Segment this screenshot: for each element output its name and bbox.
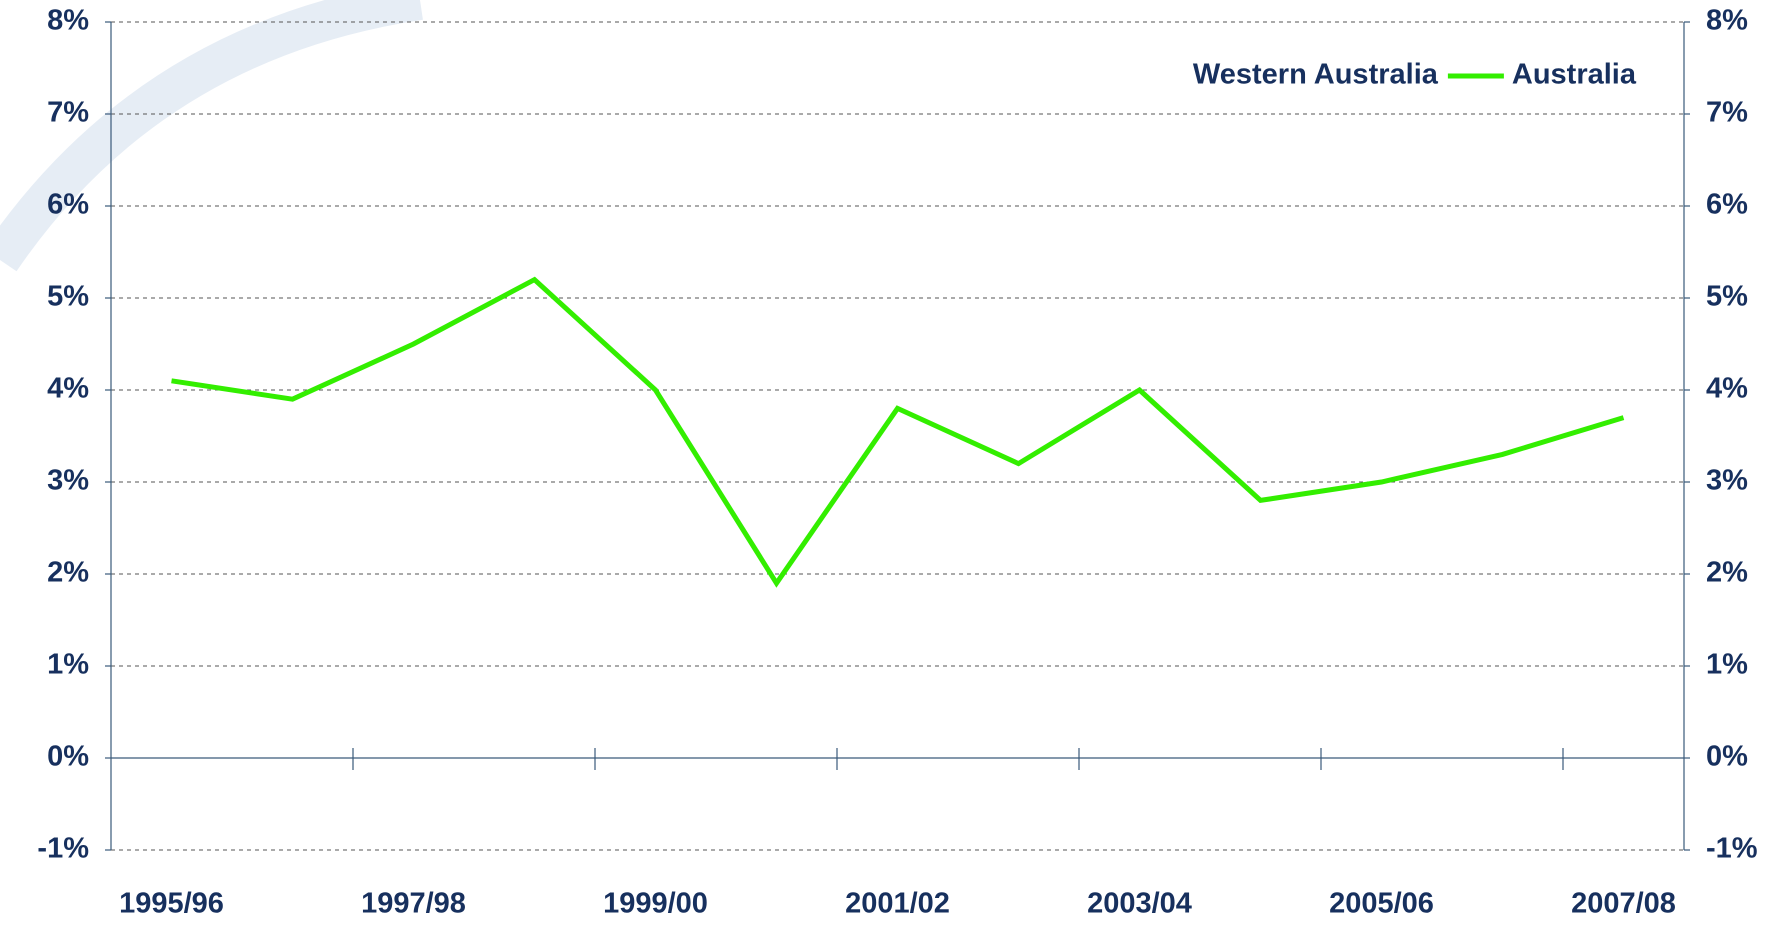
page: {"chart_data": {"type": "line", "categor… — [0, 0, 1781, 933]
y2-tick-label: 6% — [1706, 189, 1748, 221]
y2-tick-label: 2% — [1706, 557, 1748, 589]
y-tick-label: 3% — [47, 465, 89, 497]
y2-tick-label: 1% — [1706, 649, 1748, 681]
series-line — [172, 280, 1624, 584]
x-tick-label: 2005/06 — [1329, 888, 1434, 920]
y-tick-label: 7% — [47, 97, 89, 129]
x-tick-label: 1997/98 — [361, 888, 466, 920]
legend-label: Western Australia — [1193, 59, 1439, 91]
y2-tick-label: 8% — [1706, 5, 1748, 37]
y2-tick-label: 4% — [1706, 373, 1748, 405]
y2-tick-label: 5% — [1706, 281, 1748, 313]
y-tick-label: 0% — [47, 741, 89, 773]
x-tick-label: 1999/00 — [603, 888, 708, 920]
y2-tick-label: 0% — [1706, 741, 1748, 773]
y-tick-label: 6% — [47, 189, 89, 221]
x-tick-label: 1995/96 — [119, 888, 224, 920]
y-tick-label: 8% — [47, 5, 89, 37]
x-tick-label: 2001/02 — [845, 888, 950, 920]
y2-tick-label: 3% — [1706, 465, 1748, 497]
y-tick-label: 4% — [47, 373, 89, 405]
y-tick-label: 2% — [47, 557, 89, 589]
background-swoosh — [0, 0, 420, 260]
y-tick-label: -1% — [37, 833, 89, 865]
y-tick-label: 1% — [47, 649, 89, 681]
legend-label: Australia — [1512, 59, 1637, 91]
chart: -1% 0% 1% 2% 3% 4% 5% 6% 7% 8% -1% 0% 1% 2% 3% 4% 5% 6% 7%… — [0, 0, 1781, 933]
y-tick-label: 5% — [47, 281, 89, 313]
y2-tick-label: 7% — [1706, 97, 1748, 129]
y2-tick-label: -1% — [1706, 833, 1758, 865]
x-tick-label: 2003/04 — [1087, 888, 1192, 920]
x-tick-label: 2007/08 — [1571, 888, 1676, 920]
